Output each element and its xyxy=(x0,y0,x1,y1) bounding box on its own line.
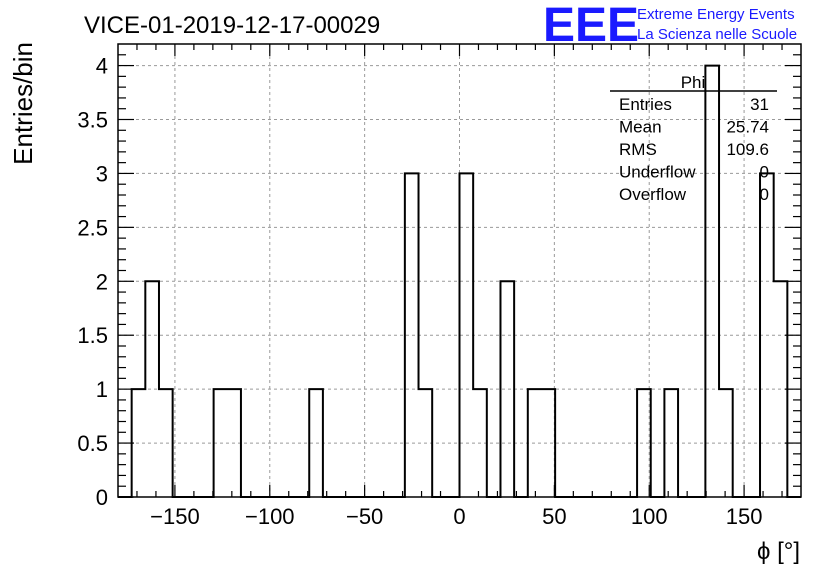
histogram-bin xyxy=(664,389,678,497)
stats-label: RMS xyxy=(619,140,657,159)
logo-line2: La Scienza nelle Scuole xyxy=(637,26,797,43)
histogram-bin xyxy=(159,389,173,497)
x-tick-label: 0 xyxy=(453,504,465,529)
stats-label: Overflow xyxy=(619,185,687,204)
x-tick-labels: −150 −100 −50 0 50 100 150 xyxy=(150,504,762,529)
stats-value: 31 xyxy=(750,95,769,114)
histogram-bin xyxy=(473,389,487,497)
histogram-bin xyxy=(705,66,719,497)
x-tick-label: 50 xyxy=(542,504,566,529)
histogram-bin xyxy=(145,281,159,497)
stats-label: Mean xyxy=(619,118,662,137)
histogram-bin xyxy=(419,389,433,497)
x-tick-label: −150 xyxy=(150,504,200,529)
histogram-bin xyxy=(637,389,651,497)
plot-frame xyxy=(117,43,802,498)
y-tick-label: 1.5 xyxy=(77,323,108,348)
logo-line1: Extreme Energy Events xyxy=(637,6,795,23)
histogram-bin xyxy=(214,389,228,497)
histogram-bin xyxy=(309,389,323,497)
stats-value: 0 xyxy=(760,163,769,182)
stats-label: Underflow xyxy=(619,163,696,182)
x-tick-label: 150 xyxy=(726,504,763,529)
y-tick-label: 2 xyxy=(96,269,108,294)
stats-value: 0 xyxy=(760,185,769,204)
stats-value: 109.6 xyxy=(726,140,769,159)
x-tick-label: 100 xyxy=(631,504,668,529)
y-tick-label: 3 xyxy=(96,161,108,186)
stats-value: 25.74 xyxy=(726,118,769,137)
x-tick-label: −50 xyxy=(346,504,383,529)
y-axis-label: Entries/bin xyxy=(8,42,38,165)
y-tick-label: 2.5 xyxy=(77,215,108,240)
y-tick-labels: 0 0.5 1 1.5 2 2.5 3 3.5 4 xyxy=(77,54,108,510)
y-tick-label: 0.5 xyxy=(77,431,108,456)
histogram-bin xyxy=(405,173,419,497)
stats-box: Phi Entries 31 Mean 25.74 RMS 109.6 Underflow 0… xyxy=(610,73,777,204)
stats-title: Phi xyxy=(681,73,706,92)
chart-title: VICE-01-2019-12-17-00029 xyxy=(84,12,380,39)
histogram-bin xyxy=(460,173,474,497)
y-tick-label: 0 xyxy=(96,485,108,510)
histogram-bin xyxy=(528,389,542,497)
histogram-bin xyxy=(760,173,774,497)
eee-logo: EEE Extreme Energy Events La Scienza nel… xyxy=(543,0,797,52)
y-tick-label: 3.5 xyxy=(77,108,108,133)
x-axis-label: ϕ [°] xyxy=(757,538,800,565)
axis-ticks xyxy=(118,44,801,498)
histogram-bin xyxy=(227,389,241,497)
histogram-bin xyxy=(541,389,555,497)
y-tick-label: 4 xyxy=(96,54,108,79)
histogram-bin xyxy=(719,389,733,497)
stats-label: Entries xyxy=(619,95,672,114)
x-tick-label: −100 xyxy=(245,504,295,529)
histogram-bin xyxy=(500,281,514,497)
y-tick-label: 1 xyxy=(96,377,108,402)
